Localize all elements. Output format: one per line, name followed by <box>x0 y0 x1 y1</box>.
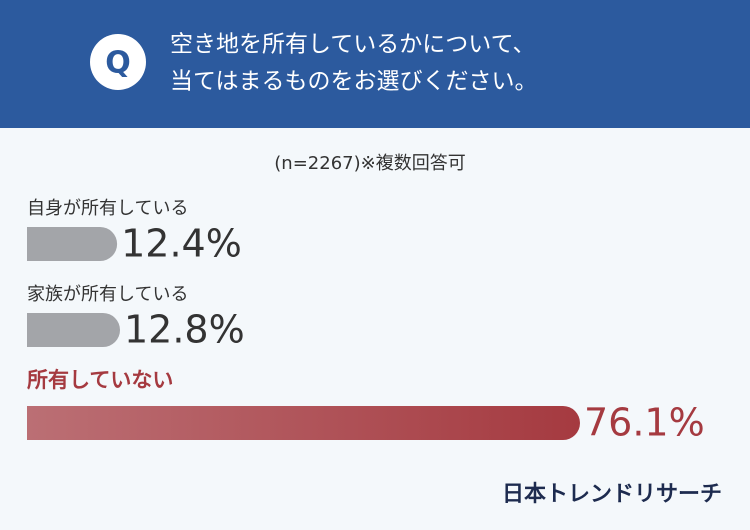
value-label: 12.4% <box>121 222 242 266</box>
title-line: 空き地を所有しているかについて、 <box>170 32 535 58</box>
category-label: 自身が所有している <box>27 198 188 219</box>
subtitle: (n=2267)※複数回答可 <box>274 153 465 174</box>
q-icon <box>90 34 146 90</box>
source-logo: 日本トレンドリサーチ <box>502 482 722 507</box>
q-letter: Q <box>105 46 131 81</box>
bar <box>27 406 580 440</box>
bar <box>27 313 121 347</box>
bar <box>27 227 118 261</box>
value-label: 12.8% <box>124 308 245 352</box>
title-line: 当てはまるものをお選びください。 <box>170 69 538 95</box>
category-label: 家族が所有している <box>27 284 188 305</box>
value-label: 76.1% <box>584 401 705 445</box>
category-label: 所有していない <box>27 368 173 392</box>
